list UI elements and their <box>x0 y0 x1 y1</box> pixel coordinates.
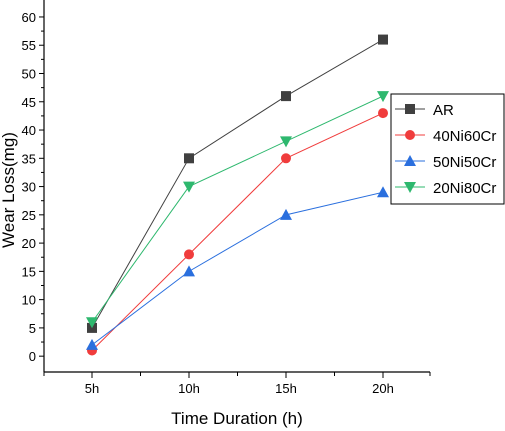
data-point <box>280 136 292 148</box>
data-point <box>378 34 388 45</box>
series-line <box>91 112 384 351</box>
y-tick-label: 15 <box>22 264 36 279</box>
data-point <box>377 91 389 103</box>
series-50Ni50Cr <box>86 186 389 350</box>
y-tick-label: 20 <box>22 236 36 251</box>
y-tick-label: 50 <box>22 66 36 81</box>
data-point <box>281 91 291 102</box>
legend-marker <box>405 104 415 114</box>
legend-marker <box>405 130 415 140</box>
series-40Ni60Cr <box>87 108 388 356</box>
y-tick-label: 45 <box>22 95 36 110</box>
series-line <box>91 191 384 346</box>
data-point <box>86 317 98 329</box>
legend-label: 40Ni60Cr <box>433 128 496 145</box>
series-lines <box>86 34 389 356</box>
y-tick-label: 35 <box>22 151 36 166</box>
y-tick-label: 40 <box>22 123 36 138</box>
data-point <box>86 338 98 350</box>
tick-labels: 0 5 10 15 20 25 30 35 40 45 50 55 60 5h 10h 15h 20h <box>22 10 431 396</box>
data-point <box>183 181 195 193</box>
y-tick-label: 10 <box>22 293 36 308</box>
series-20Ni80Cr <box>86 91 389 329</box>
legend-label: 20Ni80Cr <box>433 180 496 197</box>
x-tick-label: 20h <box>372 381 394 396</box>
y-tick-label: 5 <box>29 321 36 336</box>
series-line <box>91 39 384 329</box>
x-tick-label: 5h <box>85 381 99 396</box>
data-point <box>184 249 194 260</box>
data-point <box>183 265 195 277</box>
legend-label: 50Ni50Cr <box>433 154 496 171</box>
y-tick-label: 0 <box>29 349 36 364</box>
y-tick-label: 30 <box>22 180 36 195</box>
y-tick-label: 25 <box>22 208 36 223</box>
x-tick-label: 10h <box>178 381 200 396</box>
legend-marker <box>404 155 416 166</box>
data-point <box>377 186 389 198</box>
data-point <box>184 153 194 164</box>
y-axis-title: Wear Loss(mg) <box>0 132 18 248</box>
series-line <box>91 95 384 323</box>
series-AR <box>87 34 388 333</box>
legend-label: AR <box>433 102 454 119</box>
y-tick-label: 55 <box>22 38 36 53</box>
y-tick-label: 60 <box>22 10 36 25</box>
data-point <box>378 108 388 119</box>
data-point <box>280 208 292 220</box>
legend: AR 40Ni60Cr 50Ni50Cr 20Ni80Cr <box>390 93 505 205</box>
data-point <box>281 153 291 164</box>
legend-marker <box>404 182 416 193</box>
axes <box>43 0 430 373</box>
x-tick-label: 15h <box>275 381 297 396</box>
x-axis-title: Time Duration (h) <box>171 409 303 428</box>
